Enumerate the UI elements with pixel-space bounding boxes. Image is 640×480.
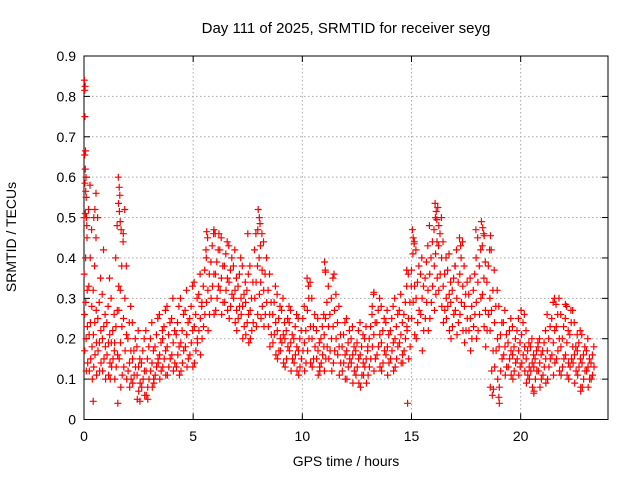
y-tick-label: 0.3 [57,290,77,306]
x-tick-label: 0 [80,428,88,444]
axes: 0 5 10 15 20 0 0.1 0.2 0.3 0.4 0.5 0.6 0.7 0.8 0.9 [57,48,609,444]
y-tick-label: 0.2 [57,331,77,347]
x-tick-label: 20 [513,428,529,444]
y-tick-label: 0.8 [57,88,77,104]
x-tick-label: 10 [295,428,311,444]
x-axis-label: GPS time / hours [293,453,400,469]
x-tick-label: 15 [404,428,420,444]
data-points [80,76,598,407]
chart-title: Day 111 of 2025, SRMTID for receiver sey… [202,20,491,37]
y-tick-label: 0.1 [57,371,77,387]
y-tick-label: 0 [68,412,76,428]
y-axis-label: SRMTID / TECUs [3,182,19,292]
y-tick-label: 0.4 [57,250,77,266]
y-tick-label: 0.9 [57,48,77,64]
srmtid-markers [80,76,598,407]
x-tick-label: 5 [189,428,197,444]
y-tick-label: 0.6 [57,169,77,185]
y-tick-label: 0.5 [57,210,77,226]
y-tick-label: 0.7 [57,129,77,145]
grid-lines [84,56,608,420]
